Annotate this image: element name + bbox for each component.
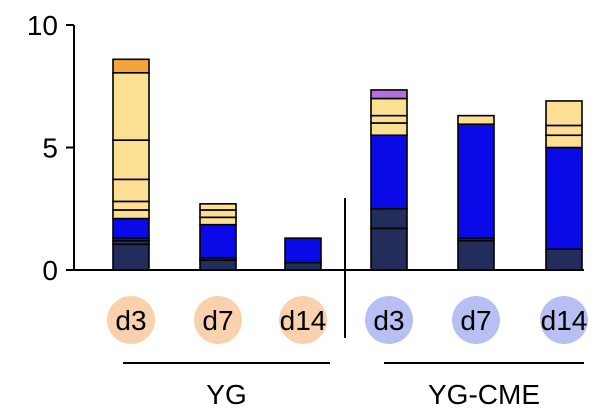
- bar-segment: [284, 261, 322, 271]
- bar-segment: [112, 139, 150, 181]
- bar-segment: [112, 200, 150, 211]
- bar-segment: [545, 134, 583, 149]
- category-label: d3: [373, 305, 404, 336]
- category-circle: [365, 296, 413, 344]
- bar-segment: [457, 123, 495, 239]
- bar-segment: [112, 178, 150, 203]
- group-label: YG-CME: [428, 379, 540, 410]
- bar-segment: [199, 216, 237, 226]
- bar-segment: [112, 243, 150, 271]
- bar-segment: [545, 124, 583, 137]
- bar-segment: [112, 217, 150, 239]
- category-label: d3: [115, 305, 146, 336]
- bars-layer: [112, 58, 583, 271]
- y-tick-label: 10: [27, 10, 58, 41]
- bar-segment: [112, 58, 150, 74]
- bar-segment: [457, 239, 495, 271]
- axis-layer: 0 5 10: [27, 10, 584, 338]
- category-label: d14: [280, 305, 327, 336]
- category-circle: [540, 296, 588, 344]
- bar-segment: [370, 227, 408, 271]
- bar-segment: [112, 209, 150, 220]
- category-label: d7: [202, 305, 233, 336]
- bar-segment: [199, 203, 237, 211]
- bar-segment: [370, 89, 408, 100]
- category-label: d14: [541, 305, 588, 336]
- category-circle: [279, 296, 327, 344]
- bar-segment: [370, 114, 408, 124]
- bar-segment: [545, 248, 583, 271]
- group-label: YG: [206, 379, 246, 410]
- y-tick-label: 0: [42, 255, 58, 286]
- category-label: d7: [460, 305, 491, 336]
- bar-segment: [370, 207, 408, 230]
- bar-segment: [545, 100, 583, 127]
- labels-layer: d3 d7 d14 YG d3 d7 d14 YG-CME: [107, 296, 588, 410]
- bar-segment: [199, 259, 237, 271]
- bar-segment: [370, 122, 408, 137]
- y-tick-label: 5: [42, 133, 58, 164]
- category-circle: [452, 296, 500, 344]
- category-circle: [194, 296, 242, 344]
- bar-segment: [199, 223, 237, 259]
- bar-segment: [545, 146, 583, 250]
- bar-segment: [457, 114, 495, 126]
- bar-segment: [284, 237, 322, 264]
- bar-segment: [370, 97, 408, 117]
- bar-segment: [199, 209, 237, 219]
- bar-segment: [112, 71, 150, 141]
- bar-segment: [370, 134, 408, 210]
- category-circle: [107, 296, 155, 344]
